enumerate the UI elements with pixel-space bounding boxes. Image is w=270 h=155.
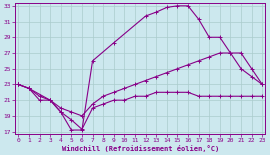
X-axis label: Windchill (Refroidissement éolien,°C): Windchill (Refroidissement éolien,°C) <box>62 144 219 152</box>
